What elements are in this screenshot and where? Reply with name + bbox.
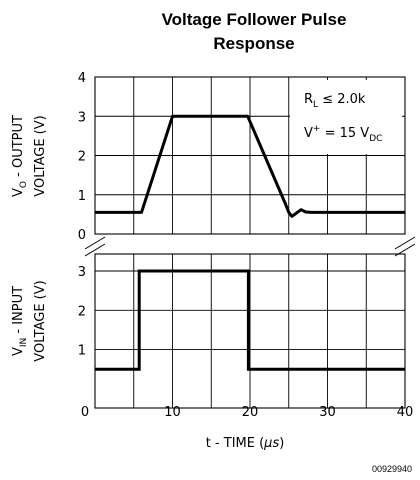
x-axis-label-text: t - TIME (: [206, 436, 264, 451]
annotation-line-2: V+ = 15 VDC: [304, 124, 382, 144]
upper-y-tick-label: 3: [78, 110, 86, 125]
lower-plot-grid: [94, 253, 406, 409]
upper-y-label-text: - OUTPUT: [11, 115, 26, 181]
upper-y-label: VO - OUTPUT VOLTAGE (V): [11, 115, 48, 197]
lower-y-tick-label: 1: [78, 344, 86, 359]
upper-y-tick-label: 2: [78, 150, 86, 165]
output-voltage-line: [95, 114, 405, 218]
figure-number: 00929940: [372, 464, 412, 474]
series-layer: [95, 114, 405, 371]
x-axis-label: t - TIME (μs): [206, 436, 285, 451]
annotation-rl-value: ≤ 2.0k: [318, 92, 366, 107]
left-axis-break-mark: [84, 236, 106, 250]
annotation-vplus-superscript: +: [313, 124, 321, 134]
x-tick-label: 10: [164, 405, 181, 420]
lower-y-label-line-2: VOLTAGE (V): [33, 280, 48, 361]
upper-y-tick-label: 0: [78, 228, 86, 243]
annotation-vdc-subscript: DC: [369, 134, 382, 144]
lower-y-tick-label: 3: [78, 265, 86, 280]
x-tick-label: 30: [319, 405, 336, 420]
upper-y-label-symbol: V: [11, 188, 26, 197]
lower-y-label: VIN - INPUT VOLTAGE (V): [11, 280, 48, 361]
lower-y-label-line-1: VIN - INPUT: [11, 286, 29, 356]
chart-title-line-2: Response: [213, 34, 294, 53]
lower-y-label-text: - INPUT: [11, 286, 26, 338]
x-tick-label: 20: [242, 405, 259, 420]
upper-y-label-line-1: VO - OUTPUT: [11, 115, 29, 197]
annotation-line-1: RL ≤ 2.0k: [304, 92, 366, 110]
input-voltage-line: [95, 269, 405, 371]
x-axis-label-close: ): [279, 436, 284, 451]
chart-title-line-1: Voltage Follower Pulse: [162, 10, 347, 29]
test-conditions-annotation: RL ≤ 2.0k V+ = 15 VDC: [290, 80, 402, 154]
upper-plot-frame: [94, 76, 406, 235]
right-axis-break-mark: [394, 243, 416, 257]
x-axis-label-unit: μs: [263, 436, 279, 451]
upper-y-tick-label: 4: [78, 71, 86, 86]
annotation-vplus-symbol: V: [304, 126, 313, 141]
right-axis-break-mark: [394, 236, 416, 250]
x-tick-label: 0: [81, 405, 89, 420]
upper-y-label-line-2: VOLTAGE (V): [33, 115, 48, 196]
lower-y-tick-label: 2: [78, 304, 86, 319]
upper-y-tick-label: 1: [78, 189, 86, 204]
annotation-vplus-value: = 15 V: [320, 126, 369, 141]
upper-y-label-subscript: O: [19, 181, 29, 188]
lower-plot-frame: [94, 253, 406, 409]
left-axis-break-mark: [84, 243, 106, 257]
axis-break-marks: [84, 236, 416, 257]
annotation-rl-symbol: R: [304, 92, 313, 107]
lower-y-label-subscript: IN: [19, 338, 29, 347]
lower-y-label-symbol: V: [11, 347, 26, 356]
annotation-rl-subscript: L: [313, 100, 318, 110]
x-tick-label: 40: [397, 405, 414, 420]
